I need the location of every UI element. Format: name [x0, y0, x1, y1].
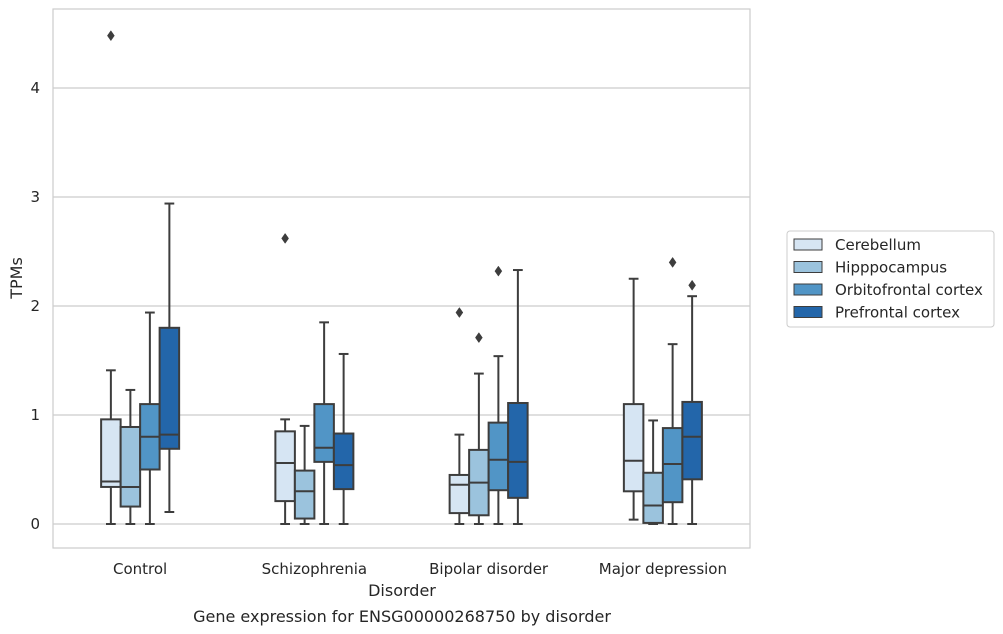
box-prefrontal-cortex — [158, 202, 181, 514]
outlier-point — [107, 30, 115, 42]
x-tick-label: Schizophrenia — [262, 560, 367, 578]
box-iqr — [158, 326, 181, 450]
legend-swatch — [793, 306, 823, 318]
box-orbitofrontal-cortex — [487, 265, 510, 525]
y-tick-label: 1 — [30, 406, 40, 424]
box-iqr — [448, 473, 471, 515]
legend-label: Cerebellum — [835, 236, 921, 254]
box-iqr — [100, 418, 122, 488]
box-iqr — [274, 430, 296, 503]
box-iqr — [622, 403, 645, 493]
chart-title: Gene expression for ENSG00000268750 by d… — [193, 607, 611, 626]
box-iqr — [661, 427, 684, 504]
x-axis-label: Disorder — [368, 581, 436, 600]
legend-swatch — [793, 238, 823, 251]
box-orbitofrontal-cortex — [661, 256, 684, 525]
box-iqr — [293, 469, 316, 520]
box-iqr — [507, 402, 529, 499]
boxplots — [100, 30, 703, 525]
outlier-point — [281, 232, 289, 244]
outlier-point — [688, 279, 696, 291]
box-prefrontal-cortex — [507, 269, 529, 525]
outlier-point — [455, 307, 464, 318]
box-prefrontal-cortex — [681, 279, 703, 525]
box-hipppocampus — [642, 419, 664, 525]
box-hipppocampus — [293, 424, 316, 525]
box-iqr — [487, 421, 510, 492]
y-tick-label: 3 — [30, 188, 40, 206]
legend-swatch — [793, 261, 823, 273]
box-prefrontal-cortex — [332, 352, 355, 525]
y-tick-label: 2 — [30, 297, 40, 315]
box-iqr — [119, 425, 142, 508]
box-cerebellum — [100, 30, 122, 525]
outlier-point — [475, 332, 483, 344]
legend-swatch — [793, 283, 823, 296]
outlier-point — [494, 265, 503, 277]
x-tick-labels: Control Schizophrenia Bipolar disorder Majo… — [113, 560, 727, 578]
y-tick-labels: 0 1 2 3 4 — [30, 79, 40, 533]
legend-label: Hipppocampus — [835, 259, 947, 277]
outlier-point — [668, 256, 677, 268]
y-tick-label: 0 — [30, 515, 40, 533]
legend-label: Prefrontal cortex — [835, 304, 960, 322]
y-tick-label: 4 — [30, 79, 40, 97]
legend-frame — [786, 230, 995, 328]
y-axis-label: TPMs — [7, 257, 26, 300]
box-iqr — [642, 471, 664, 524]
box-iqr — [313, 403, 335, 463]
box-hipppocampus — [468, 332, 490, 525]
legend-label: Orbitofrontal cortex — [835, 281, 983, 299]
box-orbitofrontal-cortex — [139, 311, 161, 525]
box-cerebellum — [274, 232, 296, 525]
box-cerebellum — [622, 277, 645, 521]
box-iqr — [332, 432, 355, 491]
box-cerebellum — [448, 307, 471, 525]
x-tick-label: Control — [113, 560, 167, 578]
box-iqr — [681, 400, 703, 481]
x-tick-label: Bipolar disorder — [429, 560, 549, 578]
legend: Cerebellum Hipppocampus Orbitofrontal cort… — [786, 230, 995, 328]
x-tick-label: Major depression — [599, 560, 727, 578]
